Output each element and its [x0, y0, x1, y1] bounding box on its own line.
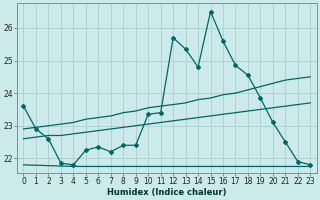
- X-axis label: Humidex (Indice chaleur): Humidex (Indice chaleur): [107, 188, 227, 197]
